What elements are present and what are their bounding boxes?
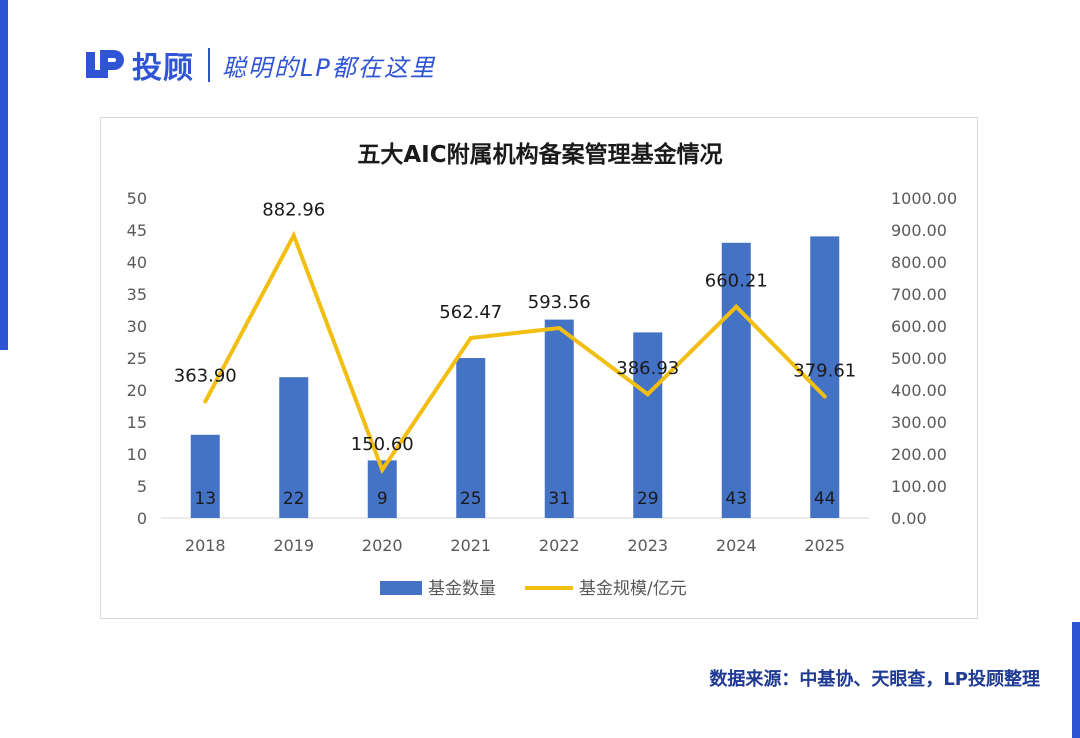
right-axis-tick-label: 600.00 bbox=[891, 317, 947, 336]
line-point bbox=[557, 326, 562, 331]
bar bbox=[544, 319, 574, 518]
left-axis-tick-label: 45 bbox=[127, 221, 147, 240]
left-axis-tick-label: 0 bbox=[137, 509, 147, 528]
bar bbox=[190, 434, 220, 518]
bar bbox=[456, 358, 486, 518]
right-axis-tick-label: 400.00 bbox=[891, 381, 947, 400]
left-axis-tick-label: 15 bbox=[127, 413, 147, 432]
left-axis-tick-label: 25 bbox=[127, 349, 147, 368]
brand-name: 投顾 bbox=[132, 51, 194, 86]
left-axis-tick-label: 50 bbox=[127, 189, 147, 208]
line-point bbox=[468, 336, 473, 341]
right-axis-tick-label: 1000.00 bbox=[891, 189, 957, 208]
left-axis-tick-label: 10 bbox=[127, 445, 147, 464]
legend: 基金数量 基金规模/亿元 bbox=[380, 579, 687, 599]
bar-value-label: 25 bbox=[460, 489, 482, 509]
left-axis-tick-label: 35 bbox=[127, 285, 147, 304]
brand-slogan: 聪明的LP都在这里 bbox=[222, 53, 436, 82]
legend-bar-swatch bbox=[380, 581, 422, 595]
legend-bar-label: 基金数量 bbox=[428, 579, 496, 599]
x-axis: 2018 2019 2020 2021 2022 2023 2024 2025 bbox=[161, 517, 869, 555]
right-axis: 0.00 100.00 200.00 300.00 400.00 500.00 600.00… bbox=[891, 189, 957, 528]
line-point bbox=[645, 392, 650, 397]
line-point bbox=[291, 233, 296, 238]
left-axis-tick-label: 30 bbox=[127, 317, 147, 336]
right-axis-tick-label: 800.00 bbox=[891, 253, 947, 272]
bar-value-label: 43 bbox=[725, 489, 747, 509]
bar-value-label: 29 bbox=[637, 489, 659, 509]
line-point bbox=[203, 399, 208, 404]
line-point bbox=[380, 467, 385, 472]
bar-value-label: 22 bbox=[283, 489, 305, 509]
line-value-label: 593.56 bbox=[528, 292, 591, 313]
left-accent-bar bbox=[0, 0, 8, 350]
bar bbox=[810, 236, 840, 518]
data-labels: 13 22 9 25 31 29 43 44 363.90 882.96 150.60 562.47 5… bbox=[174, 199, 856, 509]
header-divider bbox=[208, 48, 210, 82]
line-value-label: 386.93 bbox=[616, 358, 679, 379]
bar bbox=[633, 332, 663, 518]
x-axis-tick-label: 2019 bbox=[273, 536, 314, 555]
line-value-label: 660.21 bbox=[705, 271, 768, 292]
line-value-label: 363.90 bbox=[174, 366, 237, 387]
header: 投顾 聪明的LP都在这里 bbox=[84, 40, 436, 90]
bar-value-label: 31 bbox=[548, 489, 570, 509]
left-axis: 0 5 10 15 20 25 30 35 40 45 50 bbox=[127, 189, 147, 528]
bar-value-label: 44 bbox=[814, 489, 836, 509]
left-axis-tick-label: 5 bbox=[137, 477, 147, 496]
line-path bbox=[203, 230, 827, 475]
line-value-label: 882.96 bbox=[262, 199, 325, 220]
left-axis-tick-label: 20 bbox=[127, 381, 147, 400]
right-axis-tick-label: 200.00 bbox=[891, 445, 947, 464]
x-axis-tick-label: 2025 bbox=[804, 536, 845, 555]
bar-series bbox=[190, 236, 840, 519]
x-axis-tick-label: 2020 bbox=[362, 536, 403, 555]
right-axis-tick-label: 500.00 bbox=[891, 349, 947, 368]
line-point bbox=[822, 394, 827, 399]
x-axis-tick-label: 2024 bbox=[716, 536, 757, 555]
lp-logo-icon bbox=[86, 50, 124, 78]
right-axis-tick-label: 0.00 bbox=[891, 509, 927, 528]
x-axis-tick-label: 2022 bbox=[539, 536, 580, 555]
line-series bbox=[203, 230, 827, 475]
left-axis-tick-label: 40 bbox=[127, 253, 147, 272]
x-axis-tick-label: 2018 bbox=[185, 536, 226, 555]
data-source-note: 数据来源：中基协、天眼查，LP投顾整理 bbox=[709, 669, 1040, 690]
chart-title: 五大AIC附属机构备案管理基金情况 bbox=[357, 141, 722, 168]
x-axis-tick-label: 2023 bbox=[627, 536, 668, 555]
right-accent-bar bbox=[1072, 622, 1080, 738]
right-axis-tick-label: 100.00 bbox=[891, 477, 947, 496]
chart-frame: 五大AIC附属机构备案管理基金情况 0 5 10 15 20 25 30 35 40 45 50 0… bbox=[100, 117, 978, 619]
right-axis-tick-label: 700.00 bbox=[891, 285, 947, 304]
bar bbox=[721, 242, 751, 519]
right-axis-tick-label: 300.00 bbox=[891, 413, 947, 432]
right-axis-tick-label: 900.00 bbox=[891, 221, 947, 240]
line-value-label: 379.61 bbox=[793, 361, 856, 382]
line-point bbox=[734, 304, 739, 309]
bar-value-label: 13 bbox=[194, 489, 216, 509]
x-axis-tick-label: 2021 bbox=[450, 536, 491, 555]
bar-value-label: 9 bbox=[377, 489, 388, 509]
legend-line-label: 基金规模/亿元 bbox=[579, 579, 687, 599]
line-value-label: 150.60 bbox=[351, 434, 414, 455]
line-value-label: 562.47 bbox=[439, 302, 502, 323]
bar bbox=[279, 377, 309, 518]
